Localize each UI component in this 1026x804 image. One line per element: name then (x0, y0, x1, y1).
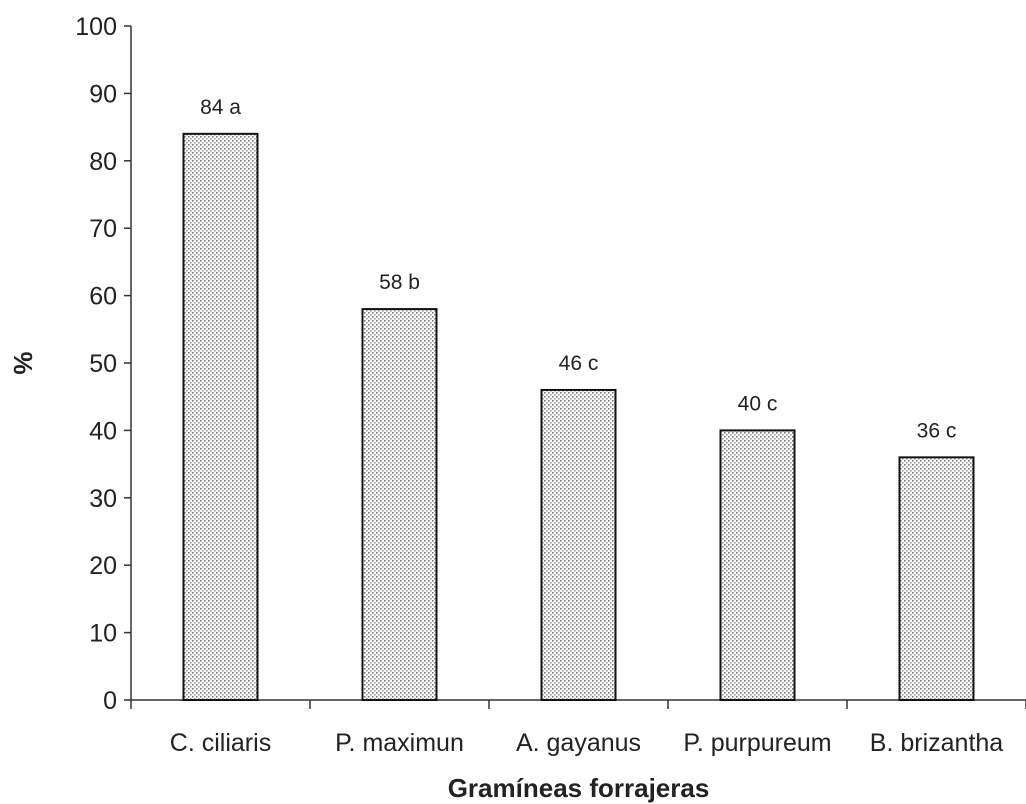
data-label: 40 c (738, 392, 778, 415)
y-axis-title: % (8, 351, 38, 374)
data-label: 36 c (917, 419, 957, 442)
category-label: C. ciliaris (170, 729, 271, 757)
y-tick-label: 60 (89, 283, 117, 311)
y-tick-label: 40 (89, 417, 117, 445)
bars (182, 132, 975, 701)
bar-p-purpureum (719, 429, 796, 701)
bar-b-brizantha (898, 456, 975, 701)
y-tick-label: 30 (89, 485, 117, 513)
y-tick-label: 10 (89, 620, 117, 648)
data-label: 58 b (379, 271, 420, 294)
y-tick-label: 100 (75, 13, 117, 41)
y-tick-label: 20 (89, 552, 117, 580)
y-tick-label: 90 (89, 80, 117, 108)
category-label: P. maximun (335, 729, 464, 757)
data-label: 84 a (200, 96, 241, 119)
y-tick-label: 0 (103, 687, 117, 715)
bar-p-maximun (361, 308, 438, 701)
category-label: P. purpureum (683, 729, 831, 757)
axes: 0 10 20 30 40 50 60 70 80 90 100 (75, 13, 1026, 715)
y-tick-label: 80 (89, 148, 117, 176)
data-label: 46 c (559, 352, 599, 375)
bar-c-ciliaris (182, 132, 259, 701)
labels: 84 a C. ciliaris 58 b P. maximun 46 c A. gaya… (170, 96, 1003, 757)
y-tick-label: 70 (89, 215, 117, 243)
category-label: A. gayanus (516, 729, 641, 757)
y-tick-label: 50 (89, 350, 117, 378)
x-axis-title: Gramíneas forrajeras (448, 773, 710, 803)
category-label: B. brizantha (870, 729, 1004, 757)
bar-a-gayanus (540, 388, 617, 701)
